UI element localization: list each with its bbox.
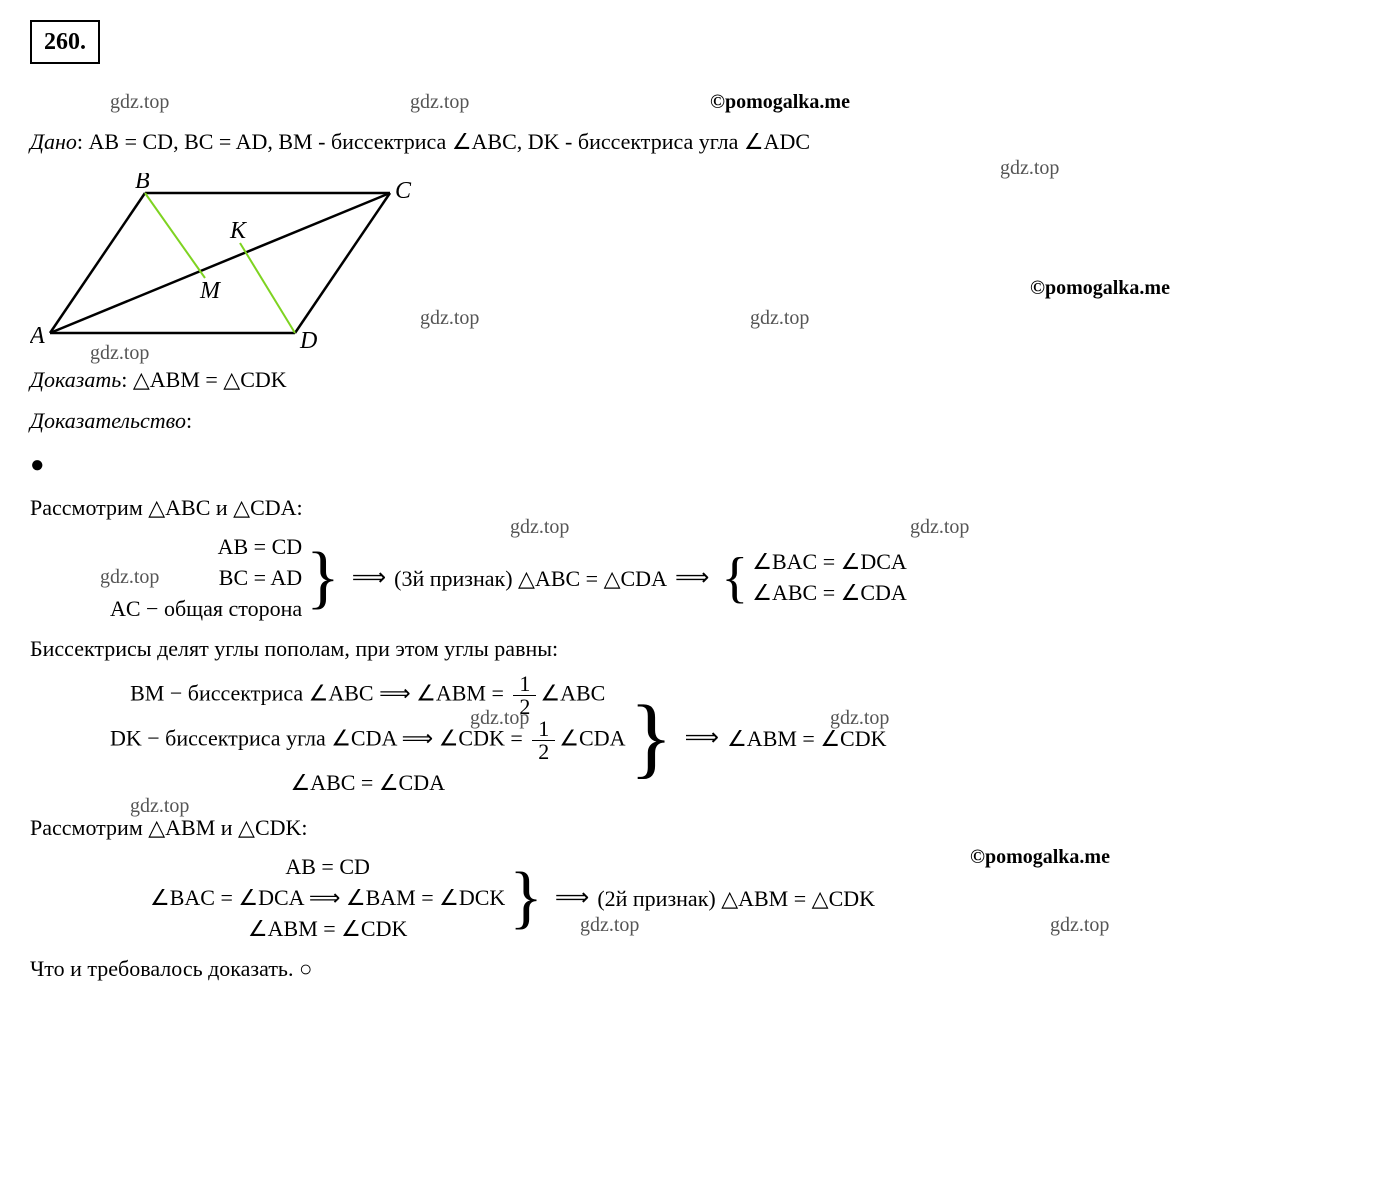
step2-lines: BM − биссектриса ∠ABC ⟹ ∠ABM = 12∠ABC DK… (110, 673, 625, 803)
step3-math: gdz.top ©pomogalka.me gdz.top AB = CD ∠B… (150, 852, 1370, 944)
arrow-icon: ⟹ (675, 560, 709, 596)
brace-right: } (306, 550, 340, 606)
watermark-gdz: gdz.top (130, 791, 189, 821)
watermark-gdz: gdz.top (830, 703, 889, 733)
watermark-gdz: gdz.top (410, 87, 469, 117)
figure-svg: A B C D K M (30, 173, 430, 353)
prove-line: Доказать: △ABM = △CDK (30, 363, 1370, 396)
step2-math: gdz.top gdz.top BM − биссектриса ∠ABC ⟹ … (110, 673, 1370, 803)
step1-r1: ∠BAC = ∠DCA (752, 547, 907, 578)
watermark-gdz: gdz.top (420, 303, 479, 333)
qed: Что и требовалось доказать. ○ (30, 952, 1370, 985)
watermark-pomo: ©pomogalka.me (970, 842, 1110, 872)
watermark-gdz: gdz.top (470, 703, 529, 733)
brace-right: } (629, 702, 672, 774)
watermark-gdz: gdz.top (910, 512, 969, 542)
watermark-gdz: gdz.top (580, 910, 639, 940)
proof-label-line: Доказательство: (30, 404, 1370, 437)
proof-colon: : (186, 408, 192, 433)
arrow-icon: ⟹ (352, 560, 386, 596)
step3-c1: AB = CD (285, 852, 370, 883)
step1-r2: ∠ABC = ∠CDA (752, 578, 907, 609)
vertex-a: A (30, 323, 45, 349)
watermark-gdz: gdz.top (510, 512, 569, 542)
watermark-row-1: gdz.top gdz.top ©pomogalka.me (30, 87, 1370, 117)
given-line: Дано: AB = CD, BC = AD, BM - биссектриса… (30, 125, 1370, 158)
step1-conclusion: (3й признак) △ABC = △CDA (394, 562, 667, 595)
arrow-icon: ⟹ (685, 720, 719, 756)
geometry-figure: A B C D K M gdz.top gdz.top ©pomogalka.m… (30, 173, 430, 353)
watermark-pomo: ©pomogalka.me (710, 87, 850, 117)
watermark-gdz: gdz.top (1000, 153, 1059, 183)
bullet-1: ● (30, 447, 1370, 483)
step1-math: gdz.top gdz.top gdz.top AB = CD BC = AD … (110, 532, 1370, 624)
step3-c3: ∠ABM = ∠CDK (248, 914, 407, 945)
watermark-pomo: ©pomogalka.me (1030, 273, 1170, 303)
step2-l2: DK − биссектриса угла ∠CDA ⟹ ∠CDK = 12∠C… (110, 718, 625, 763)
watermark-gdz: gdz.top (100, 562, 159, 592)
prove-label: Доказать (30, 367, 121, 392)
given-text: : AB = CD, BC = AD, BM - биссектриса ∠AB… (77, 129, 810, 154)
brace-right: } (509, 870, 543, 926)
vertex-c: C (395, 178, 412, 204)
step3-conditions: AB = CD ∠BAC = ∠DCA ⟹ ∠BAM = ∠DCK ∠ABM =… (150, 852, 505, 944)
step1-c1: AB = CD (218, 532, 303, 563)
step1-c3: AC − общая сторона (110, 594, 302, 625)
vertex-m: M (199, 278, 222, 304)
step2-l3: ∠ABC = ∠CDA (290, 763, 445, 803)
watermark-gdz: gdz.top (750, 303, 809, 333)
step1-intro: Рассмотрим △ABC и △CDA: (30, 491, 1370, 524)
watermark-gdz: gdz.top (1050, 910, 1109, 940)
given-label: Дано (30, 129, 77, 154)
vertex-d: D (299, 328, 317, 353)
step1-c2: BC = AD (219, 563, 302, 594)
step1-results: ∠BAC = ∠DCA ∠ABC = ∠CDA (752, 547, 907, 609)
step3-intro: gdz.top Рассмотрим △ABM и △CDK: (30, 811, 1370, 844)
proof-label: Доказательство (30, 408, 186, 433)
problem-number: 260. (30, 20, 100, 64)
step3-c2: ∠BAC = ∠DCA ⟹ ∠BAM = ∠DCK (150, 883, 505, 914)
step2-l1: BM − биссектриса ∠ABC ⟹ ∠ABM = 12∠ABC (130, 673, 605, 718)
step2-intro: Биссектрисы делят углы пополам, при этом… (30, 632, 1370, 665)
watermark-gdz: gdz.top (110, 87, 169, 117)
prove-text: : △ABM = △CDK (121, 367, 286, 392)
vertex-b: B (135, 173, 150, 194)
vertex-k: K (229, 218, 248, 244)
brace-left: { (721, 556, 748, 601)
